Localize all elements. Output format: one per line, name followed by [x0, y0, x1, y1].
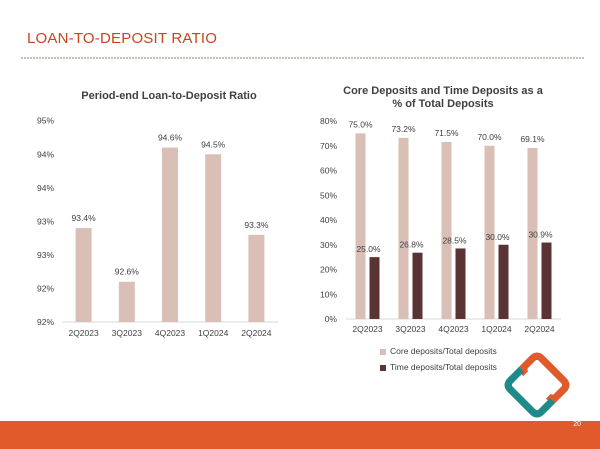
chart2-time-data-label: 28.5%: [442, 235, 467, 245]
chart2-y-tick-label: 60%: [320, 166, 337, 176]
chart1-x-tick-label: 4Q2023: [155, 328, 186, 338]
chart2-time-data-label: 25.0%: [356, 244, 381, 254]
chart2-y-tick-label: 40%: [320, 215, 337, 225]
chart1-data-label: 92.6%: [115, 267, 140, 277]
chart1-y-tick-label: 93%: [37, 216, 54, 226]
chart2-x-tick-label: 1Q2024: [481, 324, 512, 334]
chart2-x-tick-label: 3Q2023: [395, 324, 426, 334]
chart2-core-data-label: 73.2%: [391, 124, 416, 134]
legend-core-swatch: [380, 348, 386, 355]
chart2-core-data-label: 71.5%: [434, 128, 459, 138]
title-divider: [21, 57, 584, 59]
chart2-time-bar: [412, 252, 423, 319]
slide-title: LOAN-TO-DEPOSIT RATIO: [27, 30, 218, 47]
chart1-data-label: 93.3%: [244, 220, 269, 230]
chart1-bar: [75, 228, 92, 322]
chart2-time-data-label: 26.8%: [399, 240, 424, 250]
page-number: 20: [573, 421, 581, 428]
chart2-time-data-label: 30.0%: [485, 232, 510, 242]
chart1-bar: [118, 281, 135, 322]
chart1-y-tick-label: 92%: [37, 283, 54, 293]
chart1-y-tick-label: 94%: [37, 183, 54, 193]
chart2-core-bar: [398, 137, 409, 319]
chart1-title: Period-end Loan-to-Deposit Ratio: [81, 90, 257, 102]
chart1-y-tick-label: 94%: [37, 149, 54, 159]
chart2-time-data-label: 30.9%: [528, 230, 553, 240]
chart1-bar: [248, 234, 265, 322]
chart2-time-bar: [498, 244, 509, 319]
chart1-y-tick-label: 92%: [37, 317, 54, 327]
legend-core: Core deposits/Total deposits: [380, 346, 497, 356]
chart1-x-tick-label: 2Q2023: [68, 328, 99, 338]
chart2-time-bar: [455, 248, 466, 319]
chart1-data-label: 94.5%: [201, 139, 226, 149]
chart1-x-tick-label: 1Q2024: [198, 328, 229, 338]
chart2-x-tick-label: 4Q2023: [438, 324, 469, 334]
chart2-core-bar: [441, 142, 452, 319]
chart1-y-tick-label: 95%: [37, 116, 54, 126]
chart1-data-label: 94.6%: [158, 133, 183, 143]
chart2-title: Core Deposits and Time Deposits as a % o…: [343, 85, 543, 110]
chart2-x-tick-label: 2Q2024: [524, 324, 555, 334]
chart2-core-data-label: 69.1%: [520, 134, 545, 144]
company-logo: [504, 352, 570, 418]
chart1-y-tick-label: 93%: [37, 250, 54, 260]
chart1-data-label: 93.4%: [72, 213, 97, 223]
legend-time: Time deposits/Total deposits: [380, 362, 497, 372]
legend-time-swatch: [380, 364, 386, 371]
chart2-core-bar: [527, 147, 538, 319]
chart2-y-tick-label: 80%: [320, 116, 337, 126]
chart2-y-tick-label: 20%: [320, 265, 337, 275]
chart2-y-tick-label: 70%: [320, 141, 337, 151]
chart2-y-tick-label: 10%: [320, 289, 337, 299]
chart2-y-tick-label: 0%: [325, 314, 338, 324]
chart2-x-tick-label: 2Q2023: [352, 324, 383, 334]
chart2-core-data-label: 75.0%: [348, 119, 373, 129]
chart1-bar: [205, 154, 222, 322]
chart2-core-bar: [484, 145, 495, 319]
footer-bar: [0, 421, 600, 449]
chart2-time-bar: [541, 242, 552, 319]
chart1-x-tick-label: 2Q2024: [241, 328, 272, 338]
chart2-y-tick-label: 30%: [320, 240, 337, 250]
chart2-y-tick-label: 50%: [320, 190, 337, 200]
legend-time-label: Time deposits/Total deposits: [390, 362, 497, 372]
chart2-core-data-label: 70.0%: [477, 132, 502, 142]
chart2-core-bar: [355, 133, 366, 319]
chart1-x-tick-label: 3Q2023: [112, 328, 143, 338]
legend-core-label: Core deposits/Total deposits: [390, 346, 497, 356]
chart1-bar: [162, 147, 178, 322]
chart2-time-bar: [369, 257, 380, 319]
